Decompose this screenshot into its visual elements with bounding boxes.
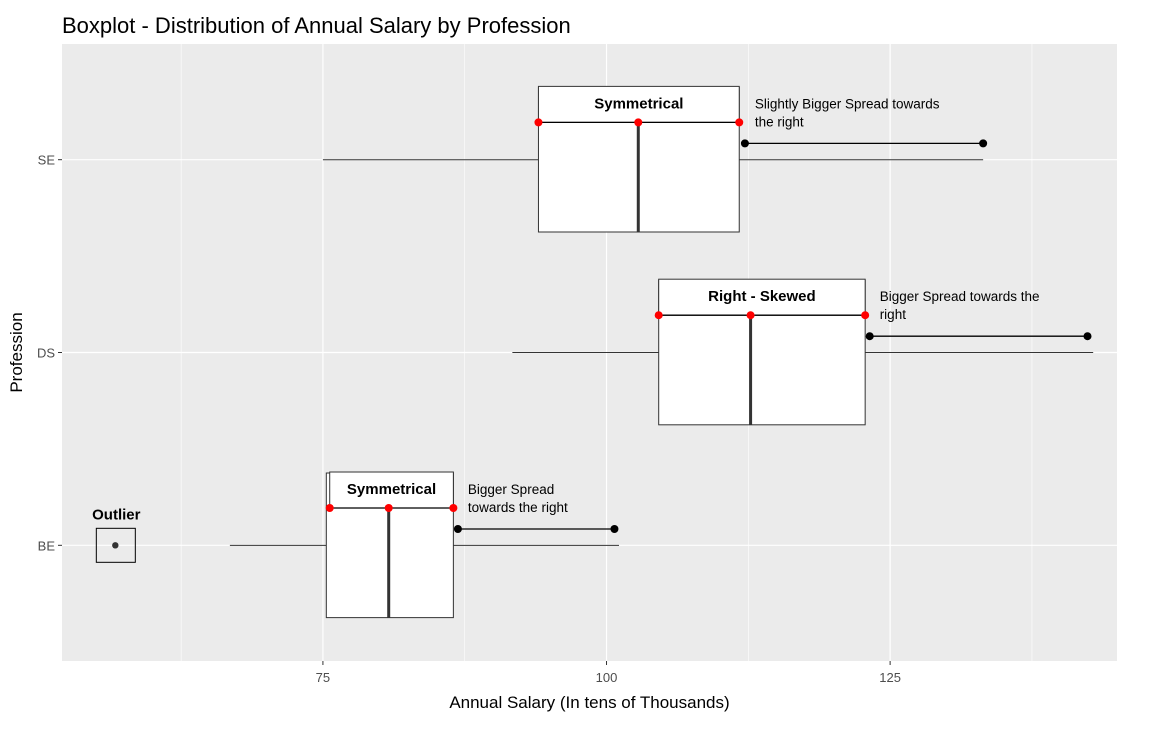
annotation-label: Symmetrical <box>594 95 683 112</box>
spread-dot <box>453 525 462 534</box>
chart-title: Boxplot - Distribution of Annual Salary … <box>62 13 571 38</box>
y-axis-title: Profession <box>7 312 26 392</box>
quartile-dot <box>861 311 870 320</box>
quartile-dot <box>735 118 744 127</box>
quartile-dot <box>534 118 543 127</box>
x-tick-label: 100 <box>596 670 618 685</box>
spread-dot <box>610 525 619 534</box>
spread-dot <box>865 332 874 341</box>
quartile-dot <box>384 504 393 513</box>
annotation-label-box <box>658 278 866 316</box>
spread-note: Bigger Spread towards the right <box>880 289 1040 322</box>
annotation-label: Right - Skewed <box>708 288 816 305</box>
spread-dot <box>1083 332 1092 341</box>
y-tick-label: SE <box>38 153 56 168</box>
annotation-label-box <box>537 85 740 123</box>
spread-dot <box>979 139 988 148</box>
quartile-dot <box>449 504 458 513</box>
spread-note-line: the right <box>755 114 804 129</box>
x-axis-title: Annual Salary (In tens of Thousands) <box>449 693 729 712</box>
y-tick-label: DS <box>37 346 55 361</box>
quartile-dot <box>654 311 663 320</box>
x-tick-label: 125 <box>879 670 901 685</box>
quartile-dot <box>325 504 334 513</box>
spread-note-line: right <box>880 307 907 322</box>
spread-note: Bigger Spread towards the right <box>468 482 568 515</box>
outlier-point <box>112 542 119 549</box>
quartile-dot <box>746 311 755 320</box>
spread-note-line: Slightly Bigger Spread towards <box>755 96 940 111</box>
quartile-dot <box>634 118 643 127</box>
annotation-label-box <box>329 471 454 509</box>
axes: 75 100 125 SE DS BE <box>37 153 901 685</box>
annotation-label: Symmetrical <box>347 481 436 498</box>
y-tick-label: BE <box>38 538 56 553</box>
annotations: Symmetrical Slightly Bigger Spread toward… <box>92 85 1092 563</box>
x-tick-label: 75 <box>316 670 330 685</box>
spread-note-line: Bigger Spread towards the <box>880 289 1040 304</box>
spread-note: Slightly Bigger Spread towards the right <box>755 96 940 129</box>
spread-note-line: towards the right <box>468 500 568 515</box>
outlier-label: Outlier <box>92 506 141 523</box>
outlier-annotation-box <box>95 527 136 563</box>
spread-note-line: Bigger Spread <box>468 482 554 497</box>
spread-dot <box>740 139 749 148</box>
